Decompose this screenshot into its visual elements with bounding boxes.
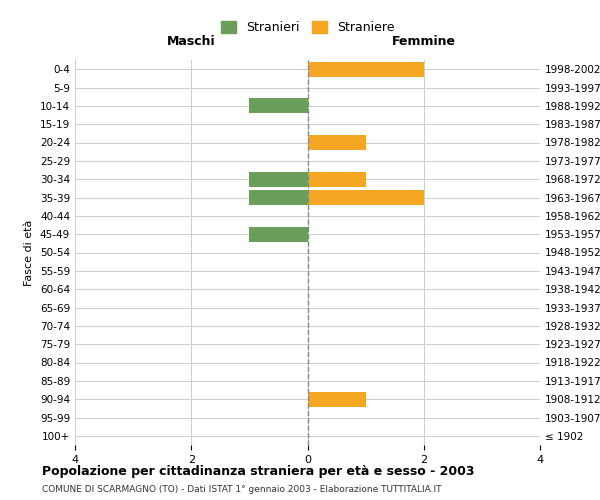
Bar	[308, 172, 365, 186]
Bar	[250, 98, 308, 113]
Bar	[308, 190, 424, 205]
Text: COMUNE DI SCARMAGNO (TO) - Dati ISTAT 1° gennaio 2003 - Elaborazione TUTTITALIA.: COMUNE DI SCARMAGNO (TO) - Dati ISTAT 1°…	[42, 485, 442, 494]
Text: Femmine: Femmine	[392, 36, 456, 49]
Bar	[250, 172, 308, 186]
Bar	[250, 227, 308, 242]
Text: Popolazione per cittadinanza straniera per età e sesso - 2003: Popolazione per cittadinanza straniera p…	[42, 465, 475, 478]
Bar	[308, 392, 365, 406]
Bar	[308, 62, 424, 76]
Text: Maschi: Maschi	[167, 36, 215, 49]
Legend: Stranieri, Straniere: Stranieri, Straniere	[216, 16, 399, 39]
Y-axis label: Fasce di età: Fasce di età	[25, 220, 34, 286]
Bar	[250, 190, 308, 205]
Bar	[308, 135, 365, 150]
